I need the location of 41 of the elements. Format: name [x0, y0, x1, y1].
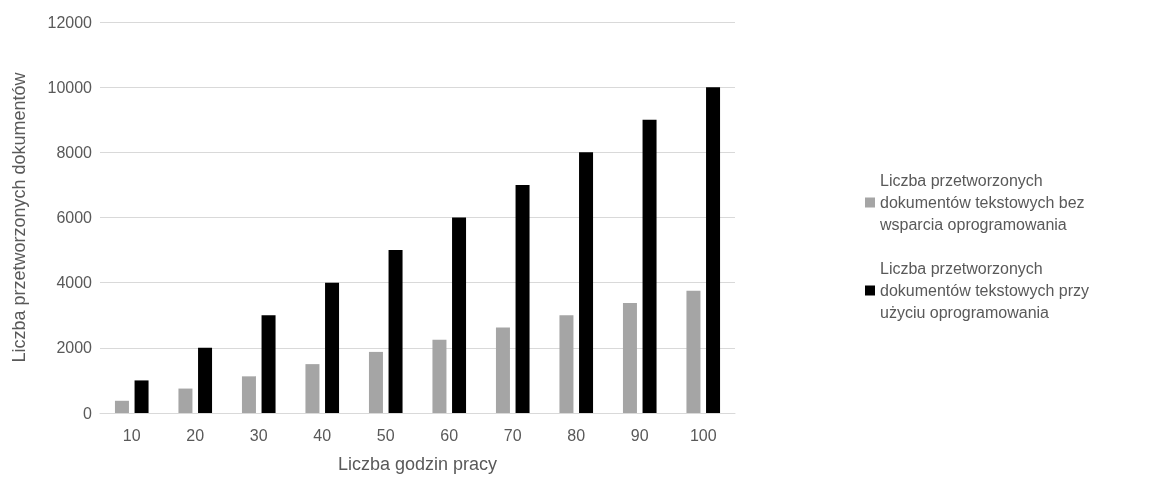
bar	[559, 315, 574, 413]
x-tick-label: 100	[689, 426, 717, 444]
y-tick-label: 4000	[56, 274, 93, 292]
bar	[178, 388, 193, 413]
bar	[706, 87, 721, 413]
x-axis-title: Liczba godzin pracy	[337, 454, 498, 474]
bar	[325, 282, 340, 413]
x-tick-label: 70	[503, 426, 522, 444]
bar	[368, 351, 383, 413]
bar	[241, 376, 256, 413]
bar	[134, 380, 149, 413]
x-tick-label: 90	[630, 426, 649, 444]
bar	[261, 315, 276, 413]
legend-label: Liczba przetworzonych dokumentów tekstowych bez wsparcia oprogramowania	[879, 172, 1089, 233]
bar	[432, 339, 447, 413]
x-tick-label: 80	[567, 426, 586, 444]
y-axis-title: Liczba przetworzonych dokumentów	[9, 71, 29, 363]
bar	[198, 347, 213, 413]
x-tick-label: 20	[186, 426, 205, 444]
y-tick-label: 10000	[47, 78, 93, 96]
bar	[114, 400, 129, 413]
bar	[388, 250, 403, 413]
y-tick-label: 6000	[56, 209, 93, 226]
y-tick-label: 8000	[56, 143, 93, 161]
bar	[452, 217, 467, 413]
y-tick-label: 2000	[56, 339, 93, 357]
x-tick-label: 50	[376, 426, 395, 444]
bar	[515, 184, 530, 413]
bar	[579, 152, 594, 413]
x-tick-label: 60	[440, 426, 459, 444]
bar	[642, 119, 657, 413]
bar	[622, 303, 637, 413]
bar	[495, 327, 510, 413]
legend-label: Liczba przetworzonych dokumentów tekstowych przy użyciu oprogramowania	[880, 260, 1094, 321]
y-tick-label: 0	[83, 404, 93, 422]
x-tick-label: 30	[249, 426, 268, 444]
x-tick-label: 10	[122, 426, 141, 444]
x-tick-label: 40	[313, 426, 332, 444]
bar	[686, 290, 701, 413]
bar	[305, 364, 320, 413]
y-tick-label: 12000	[47, 13, 93, 31]
